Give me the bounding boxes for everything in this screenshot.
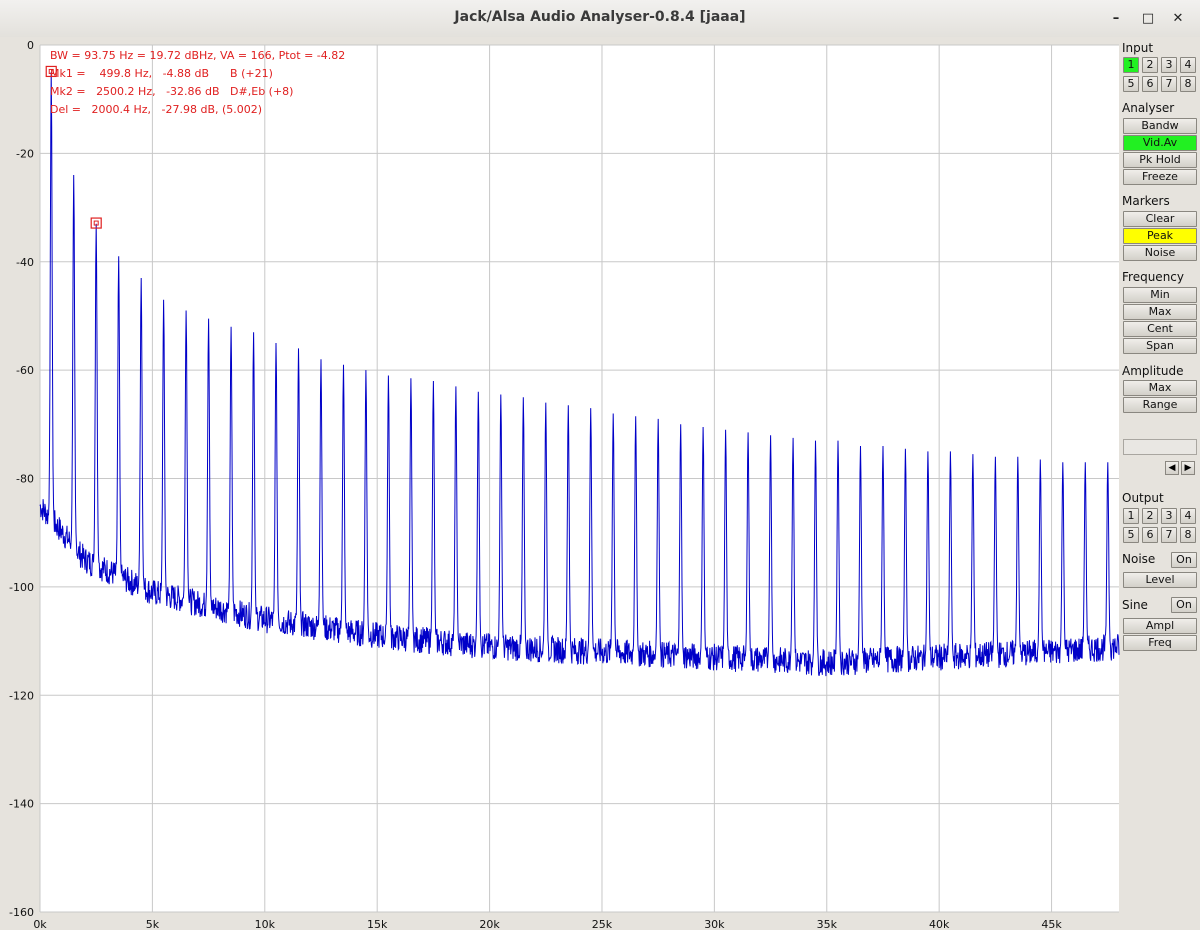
clear-button[interactable]: Clear xyxy=(1123,211,1197,227)
adjust-slider[interactable] xyxy=(1123,439,1197,455)
input-channel-7-button[interactable]: 7 xyxy=(1161,76,1177,92)
close-button[interactable]: ✕ xyxy=(1172,11,1184,26)
output-channel-2-button[interactable]: 2 xyxy=(1142,508,1158,524)
x-tick-label: 20k xyxy=(479,918,500,930)
noise-marker-button[interactable]: Noise xyxy=(1123,245,1197,261)
freeze-button[interactable]: Freeze xyxy=(1123,169,1197,185)
output-channel-5-button[interactable]: 5 xyxy=(1123,527,1139,543)
peak-button[interactable]: Peak xyxy=(1123,228,1197,244)
y-tick-label: -160 xyxy=(9,906,34,919)
x-tick-label: 10k xyxy=(255,918,276,930)
input-channel-2-button[interactable]: 2 xyxy=(1142,57,1158,73)
noise-on-toggle[interactable]: On xyxy=(1171,552,1197,568)
input-channel-5-button[interactable]: 5 xyxy=(1123,76,1139,92)
freq-span-button[interactable]: Span xyxy=(1123,338,1197,354)
y-tick-label: -140 xyxy=(9,798,34,811)
window-title: Jack/Alsa Audio Analyser-0.8.4 [jaaa] xyxy=(454,9,746,25)
x-tick-label: 5k xyxy=(146,918,160,930)
output-channel-1-button[interactable]: 1 xyxy=(1123,508,1139,524)
output-channel-3-button[interactable]: 3 xyxy=(1161,508,1177,524)
info-marker2: Mk2 = 2500.2 Hz, -32.86 dB D#,Eb (+8) xyxy=(50,85,294,98)
y-tick-label: -60 xyxy=(16,364,34,377)
markers-label: Markers xyxy=(1122,194,1170,208)
amp-max-button[interactable]: Max xyxy=(1123,380,1197,396)
title-bar: Jack/Alsa Audio Analyser-0.8.4 [jaaa] – … xyxy=(0,0,1200,38)
sine-label: Sine xyxy=(1122,598,1148,612)
freq-max-button[interactable]: Max xyxy=(1123,304,1197,320)
bandw-button[interactable]: Bandw xyxy=(1123,118,1197,134)
spectrum-plot-area: 0 -20 -40 -60 -80 -100 -120 -140 -160 0k 5k 10k 15k 2… xyxy=(0,37,1120,930)
y-tick-label: -40 xyxy=(16,256,34,269)
x-tick-label: 35k xyxy=(817,918,838,930)
noise-level-button[interactable]: Level xyxy=(1123,572,1197,588)
y-tick-label: -80 xyxy=(16,473,34,486)
x-tick-label: 45k xyxy=(1041,918,1062,930)
x-tick-label: 40k xyxy=(929,918,950,930)
sine-on-toggle[interactable]: On xyxy=(1171,597,1197,613)
amplitude-label: Amplitude xyxy=(1122,364,1184,378)
input-channel-3-button[interactable]: 3 xyxy=(1161,57,1177,73)
output-channel-6-button[interactable]: 6 xyxy=(1142,527,1158,543)
y-tick-label: -120 xyxy=(9,689,34,702)
x-tick-label: 30k xyxy=(704,918,725,930)
output-channel-4-button[interactable]: 4 xyxy=(1180,508,1196,524)
x-tick-label: 15k xyxy=(367,918,388,930)
freq-cent-button[interactable]: Cent xyxy=(1123,321,1197,337)
input-label: Input xyxy=(1122,41,1154,55)
marker-mk1 xyxy=(45,65,57,78)
vid-av-button[interactable]: Vid.Av xyxy=(1123,135,1197,151)
sine-ampl-button[interactable]: Ampl xyxy=(1123,618,1197,634)
y-tick-label: -20 xyxy=(16,147,34,160)
output-channel-7-button[interactable]: 7 xyxy=(1161,527,1177,543)
y-tick-label: 0 xyxy=(27,39,34,52)
info-delta: Del = 2000.4 Hz, -27.98 dB, (5.002) xyxy=(50,103,263,116)
info-bandwidth: BW = 93.75 Hz = 19.72 dBHz, VA = 166, Pt… xyxy=(50,49,346,62)
marker-mk2 xyxy=(90,217,102,229)
x-tick-label: 0k xyxy=(33,918,47,930)
freq-min-button[interactable]: Min xyxy=(1123,287,1197,303)
output-label: Output xyxy=(1122,491,1164,505)
arrow-left-icon[interactable]: ◀ xyxy=(1165,461,1179,475)
frequency-label: Frequency xyxy=(1122,270,1184,284)
marker-mk2-inner xyxy=(93,220,99,226)
info-marker1: Mk1 = 499.8 Hz, -4.88 dB B (+21) xyxy=(50,67,273,80)
input-channel-4-button[interactable]: 4 xyxy=(1180,57,1196,73)
input-channel-6-button[interactable]: 6 xyxy=(1142,76,1158,92)
y-tick-label: -100 xyxy=(9,581,34,594)
analyser-label: Analyser xyxy=(1122,101,1175,115)
input-channel-1-button[interactable]: 1 xyxy=(1123,57,1139,73)
minimize-button[interactable]: – xyxy=(1112,11,1120,26)
adjust-arrows: ◀ ▶ xyxy=(1165,461,1197,475)
maximize-button[interactable]: □ xyxy=(1141,11,1155,26)
output-channel-8-button[interactable]: 8 xyxy=(1180,527,1196,543)
x-tick-label: 25k xyxy=(592,918,613,930)
amp-range-button[interactable]: Range xyxy=(1123,397,1197,413)
arrow-right-icon[interactable]: ▶ xyxy=(1181,461,1195,475)
noise-label: Noise xyxy=(1122,552,1156,566)
spectrum-trace xyxy=(39,72,1120,677)
marker-mk1-inner xyxy=(48,68,54,74)
sine-freq-button[interactable]: Freq xyxy=(1123,635,1197,651)
input-channel-8-button[interactable]: 8 xyxy=(1180,76,1196,92)
pk-hold-button[interactable]: Pk Hold xyxy=(1123,152,1197,168)
